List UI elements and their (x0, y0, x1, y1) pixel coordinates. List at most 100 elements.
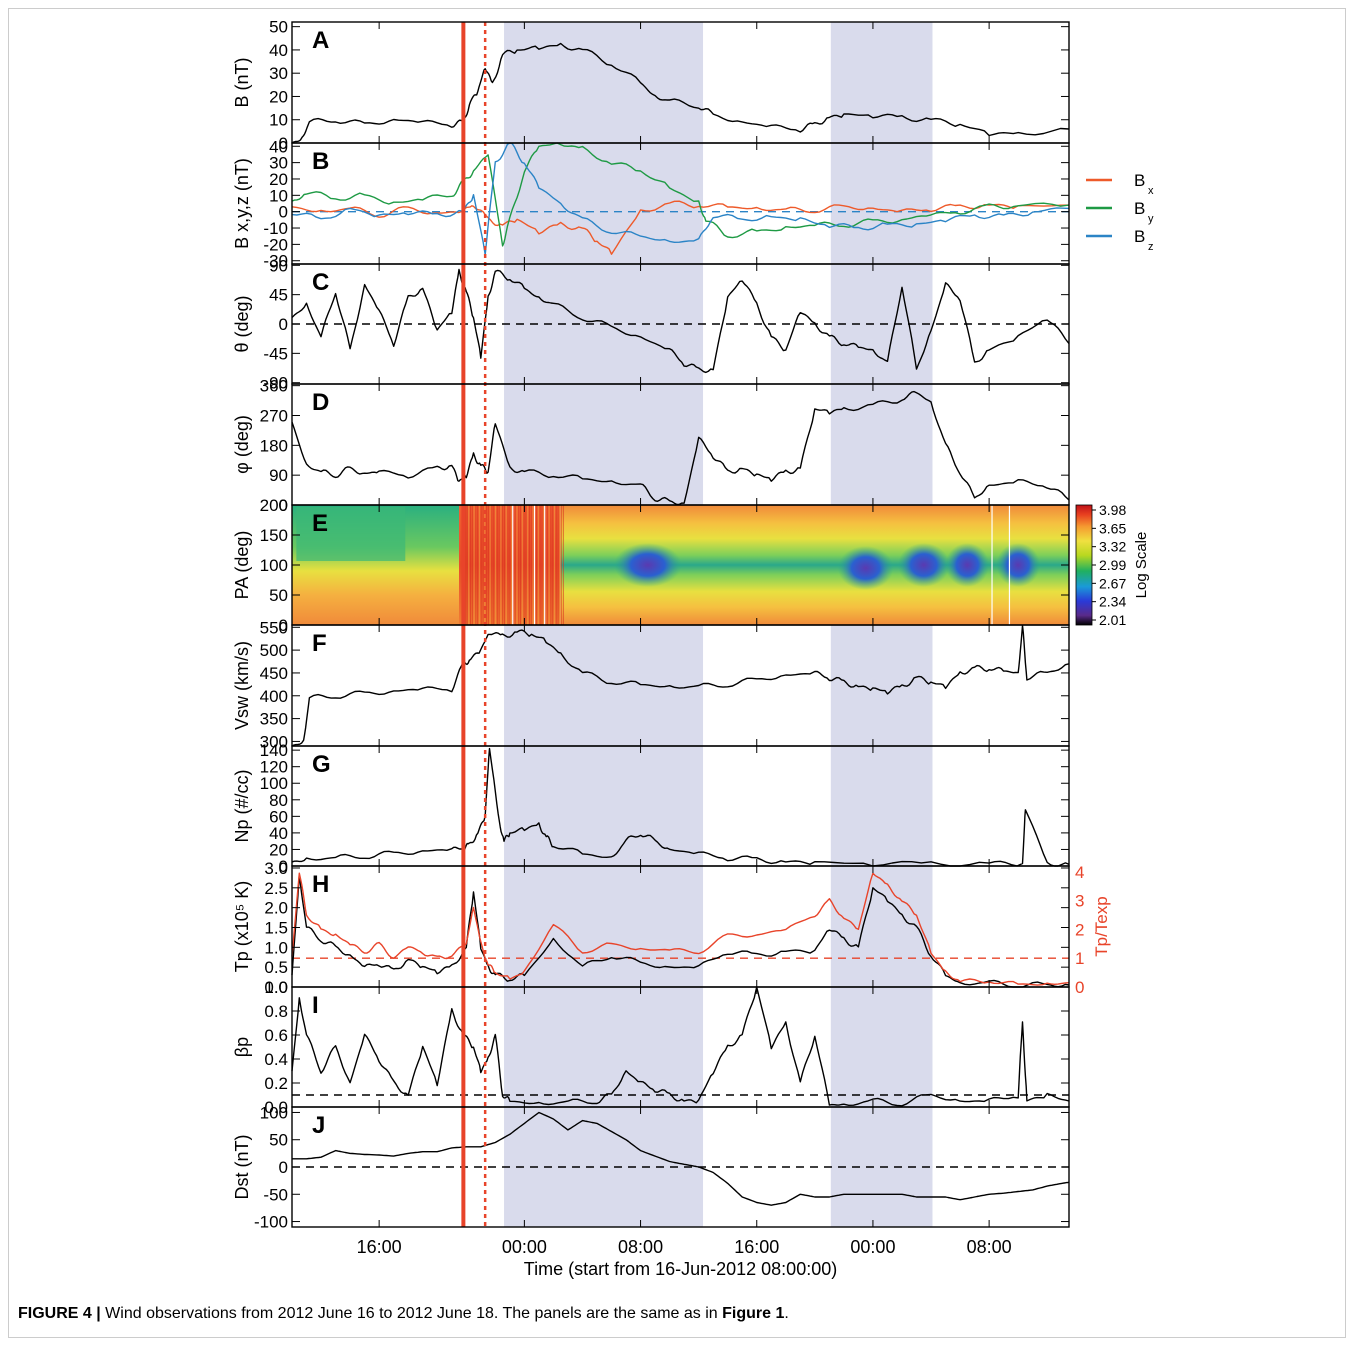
colorbar-tick-label: 2.34 (1099, 594, 1126, 610)
panel-i-ytick-label: 0.4 (264, 1050, 288, 1069)
panel-f-ytick-label: 450 (260, 664, 288, 683)
panel-g-letter: G (312, 751, 331, 778)
panel-j-ytick-label: 50 (269, 1131, 288, 1150)
legend-label-x: B (1134, 171, 1145, 190)
xtick-label: 08:00 (967, 1237, 1012, 1257)
panel-h-right-tick-label: 4 (1075, 863, 1084, 882)
colorbar (1075, 504, 1093, 626)
panel-i-ytick-label: 1.0 (264, 978, 288, 997)
panel-b-ytick-label: -30 (263, 252, 288, 271)
panel-b-ytick-label: -10 (263, 219, 288, 238)
panel-f-ytick-label: 500 (260, 641, 288, 660)
caption-end: . (784, 1305, 789, 1322)
panel-d-letter: D (312, 389, 329, 416)
colorbar-tick-label: 3.65 (1099, 520, 1126, 536)
panel-h-right-axis-label: Tp/Texp (1092, 896, 1111, 956)
panel-g-ytick-label: 0 (279, 857, 288, 876)
panel-f-ytick-label: 550 (260, 618, 288, 637)
panel-a-ytick-label: 40 (269, 41, 288, 60)
panel-c-ytick-label: 45 (269, 286, 288, 305)
panel-e-ytick-label: 100 (260, 556, 288, 575)
colorbar-tick-label: 2.67 (1099, 575, 1126, 591)
panel-a-ytick-label: 0 (279, 134, 288, 153)
colorbar-label: Log Scale (1133, 532, 1150, 599)
panel-e-ytick-label: 200 (260, 496, 288, 515)
panel-j-ytick-label: -50 (263, 1185, 288, 1204)
panel-f-ylabel: Vsw (km/s) (232, 641, 252, 730)
caption-figure-ref: Figure 1 (722, 1305, 785, 1322)
panel-f-ytick-label: 400 (260, 687, 288, 706)
panel-h-right-tick-label: 3 (1075, 892, 1084, 911)
panel-b-ytick-label: 40 (269, 137, 288, 156)
panel-h-ytick-label: 0.5 (264, 958, 288, 977)
panel-j-ytick-label: 0 (279, 1158, 288, 1177)
panel-e-ytick-label: 50 (269, 586, 288, 605)
panel-h-letter: H (312, 871, 329, 898)
xtick-label: 16:00 (734, 1237, 779, 1257)
legend-label-y: B (1134, 199, 1145, 218)
panel-j-letter: J (312, 1112, 325, 1139)
panel-g-ytick-label: 120 (260, 758, 288, 777)
colorbar-tick-label: 2.99 (1099, 557, 1126, 573)
panel-d-series-0 (291, 390, 1070, 506)
panel-g-ytick-label: 80 (269, 791, 288, 810)
heatmap-minimum-4 (996, 543, 1041, 587)
panel-e-ylabel: PA (deg) (232, 531, 252, 600)
legend-subscript-z: z (1148, 241, 1154, 253)
panel-h-ytick-label: 2.5 (264, 879, 288, 898)
panel-a-letter: A (312, 27, 329, 54)
panel-h-series-tp-texp (291, 872, 1070, 986)
heatmap-minimum-3 (945, 543, 990, 587)
panel-c-ytick-label: 90 (269, 256, 288, 275)
panel-i-ylabel: βp (232, 1037, 252, 1057)
caption-label: FIGURE 4 | (18, 1305, 101, 1322)
panel-a-ytick-label: 30 (269, 64, 288, 83)
panel-b-ytick-label: 30 (269, 154, 288, 173)
xtick-label: 08:00 (618, 1237, 663, 1257)
panel-d-ylabel: φ (deg) (232, 415, 252, 474)
heatmap-minimum-1 (837, 546, 894, 590)
panel-c-letter: C (312, 269, 329, 296)
panel-b-ytick-label: -20 (263, 235, 288, 254)
panel-h-ytick-label: 0.0 (264, 978, 288, 997)
panel-g-ytick-label: 20 (269, 840, 288, 859)
figure-caption: FIGURE 4 | Wind observations from 2012 J… (18, 1305, 789, 1323)
panel-f-ytick-label: 350 (260, 710, 288, 729)
panel-c-ytick-label: 0 (279, 315, 288, 334)
legend-label-z: B (1134, 227, 1145, 246)
panel-d-ytick-label: 90 (269, 466, 288, 485)
panel-f-letter: F (312, 630, 327, 657)
pitch-angle-heatmap (292, 505, 1069, 625)
panel-e-ytick-label: 150 (260, 526, 288, 545)
panel-a-ylabel: B (nT) (232, 57, 252, 107)
panel-c-series-0 (291, 268, 1070, 374)
xtick-label: 16:00 (357, 1237, 402, 1257)
panel-c-ytick-label: -45 (263, 344, 288, 363)
panel-d-ytick-label: 180 (260, 436, 288, 455)
panel-j-ylabel: Dst (nT) (232, 1135, 252, 1200)
panel-f-series-0 (291, 624, 1070, 747)
legend-subscript-y: y (1148, 213, 1154, 225)
panel-i-ytick-label: 0.6 (264, 1026, 288, 1045)
panel-b-ytick-label: 0 (279, 203, 288, 222)
legend-subscript-x: x (1148, 185, 1154, 197)
panel-b-letter: B (312, 148, 329, 175)
panel-h-right-tick-label: 1 (1075, 949, 1084, 968)
xtick-label: 00:00 (502, 1237, 547, 1257)
panel-a-ytick-label: 10 (269, 111, 288, 130)
colorbar-tick-label: 3.32 (1099, 539, 1126, 555)
panel-g-ytick-label: 40 (269, 824, 288, 843)
panel-a-ytick-label: 20 (269, 87, 288, 106)
caption-text: Wind observations from 2012 June 16 to 2… (100, 1305, 723, 1322)
panel-h-ytick-label: 2.0 (264, 899, 288, 918)
heatmap-minimum-0 (613, 543, 682, 587)
panel-h-ytick-label: 1.5 (264, 918, 288, 937)
panel-a-ytick-label: 50 (269, 18, 288, 37)
panel-i-ytick-label: 0.8 (264, 1002, 288, 1021)
panel-c-ytick-label: -90 (263, 374, 288, 393)
panel-i-ytick-label: 0.2 (264, 1074, 288, 1093)
heatmap-band (296, 507, 406, 561)
